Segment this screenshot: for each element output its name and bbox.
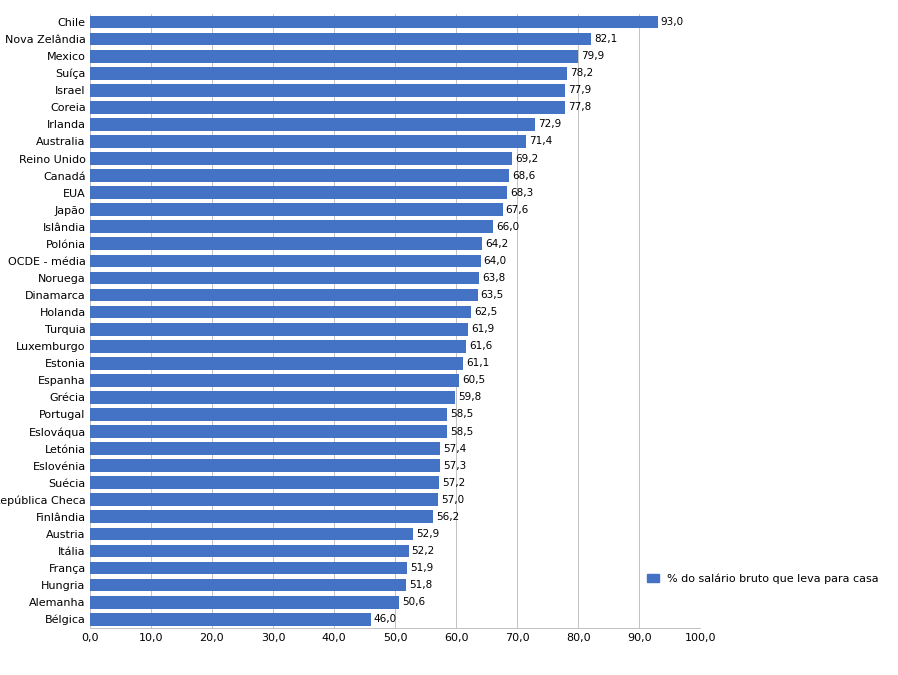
Text: 67,6: 67,6 (506, 205, 529, 215)
Bar (90, 545, 409, 558)
Text: 61,6: 61,6 (469, 342, 492, 351)
Text: 63,5: 63,5 (480, 290, 504, 300)
Bar (90, 101, 565, 114)
Text: 79,9: 79,9 (581, 51, 604, 61)
Text: 57,0: 57,0 (441, 495, 464, 505)
Bar (90, 408, 447, 421)
Bar (90, 32, 591, 45)
Bar (90, 220, 493, 233)
Bar (90, 306, 471, 319)
Bar (90, 135, 526, 148)
Text: 77,9: 77,9 (568, 85, 592, 95)
Bar (90, 84, 566, 97)
Bar (90, 425, 447, 438)
Bar (90, 152, 513, 165)
Text: 58,5: 58,5 (450, 427, 473, 437)
Text: 78,2: 78,2 (570, 68, 594, 78)
Bar (90, 50, 577, 63)
Bar (90, 357, 462, 370)
Text: 72,9: 72,9 (538, 119, 561, 130)
Bar (90, 254, 480, 267)
Bar (90, 578, 406, 591)
Bar (90, 203, 503, 216)
Text: 66,0: 66,0 (496, 222, 519, 232)
Text: 57,4: 57,4 (444, 443, 467, 454)
Bar (90, 613, 371, 626)
Bar (90, 596, 399, 609)
Bar (90, 562, 407, 574)
Bar (90, 527, 413, 540)
Bar (90, 16, 657, 28)
Text: 60,5: 60,5 (462, 375, 486, 385)
Bar (90, 186, 506, 199)
Bar (90, 271, 480, 284)
Text: 71,4: 71,4 (529, 136, 552, 146)
Text: 64,2: 64,2 (485, 239, 508, 249)
Text: 68,6: 68,6 (512, 171, 535, 181)
Text: 62,5: 62,5 (474, 307, 497, 317)
Text: 63,8: 63,8 (482, 273, 506, 283)
Text: 64,0: 64,0 (484, 256, 506, 266)
Bar (90, 118, 535, 131)
Text: 77,8: 77,8 (568, 103, 591, 112)
Text: 82,1: 82,1 (594, 34, 618, 44)
Text: 52,9: 52,9 (416, 529, 439, 539)
Text: 56,2: 56,2 (436, 512, 459, 522)
Text: 51,8: 51,8 (409, 580, 433, 590)
Text: 51,9: 51,9 (409, 563, 433, 573)
Bar (90, 374, 459, 387)
Bar (90, 459, 440, 472)
Bar (90, 340, 466, 352)
Text: 52,2: 52,2 (411, 546, 435, 556)
Bar (90, 169, 508, 182)
Legend: % do salário bruto que leva para casa: % do salário bruto que leva para casa (643, 569, 884, 589)
Bar (90, 289, 478, 302)
Text: 69,2: 69,2 (515, 153, 539, 163)
Text: 46,0: 46,0 (374, 614, 397, 624)
Text: 93,0: 93,0 (661, 17, 684, 27)
Bar (90, 67, 568, 80)
Text: 50,6: 50,6 (401, 597, 425, 607)
Bar (90, 238, 482, 250)
Bar (90, 510, 433, 523)
Bar (90, 323, 468, 335)
Text: 58,5: 58,5 (450, 410, 473, 419)
Text: 68,3: 68,3 (510, 188, 533, 198)
Bar (90, 442, 440, 455)
Text: 57,3: 57,3 (443, 460, 466, 470)
Bar (90, 391, 455, 404)
Text: 57,2: 57,2 (442, 478, 465, 488)
Bar (90, 477, 439, 489)
Text: 59,8: 59,8 (458, 392, 481, 402)
Bar (90, 493, 438, 506)
Text: 61,1: 61,1 (466, 358, 489, 369)
Text: 61,9: 61,9 (471, 324, 494, 334)
